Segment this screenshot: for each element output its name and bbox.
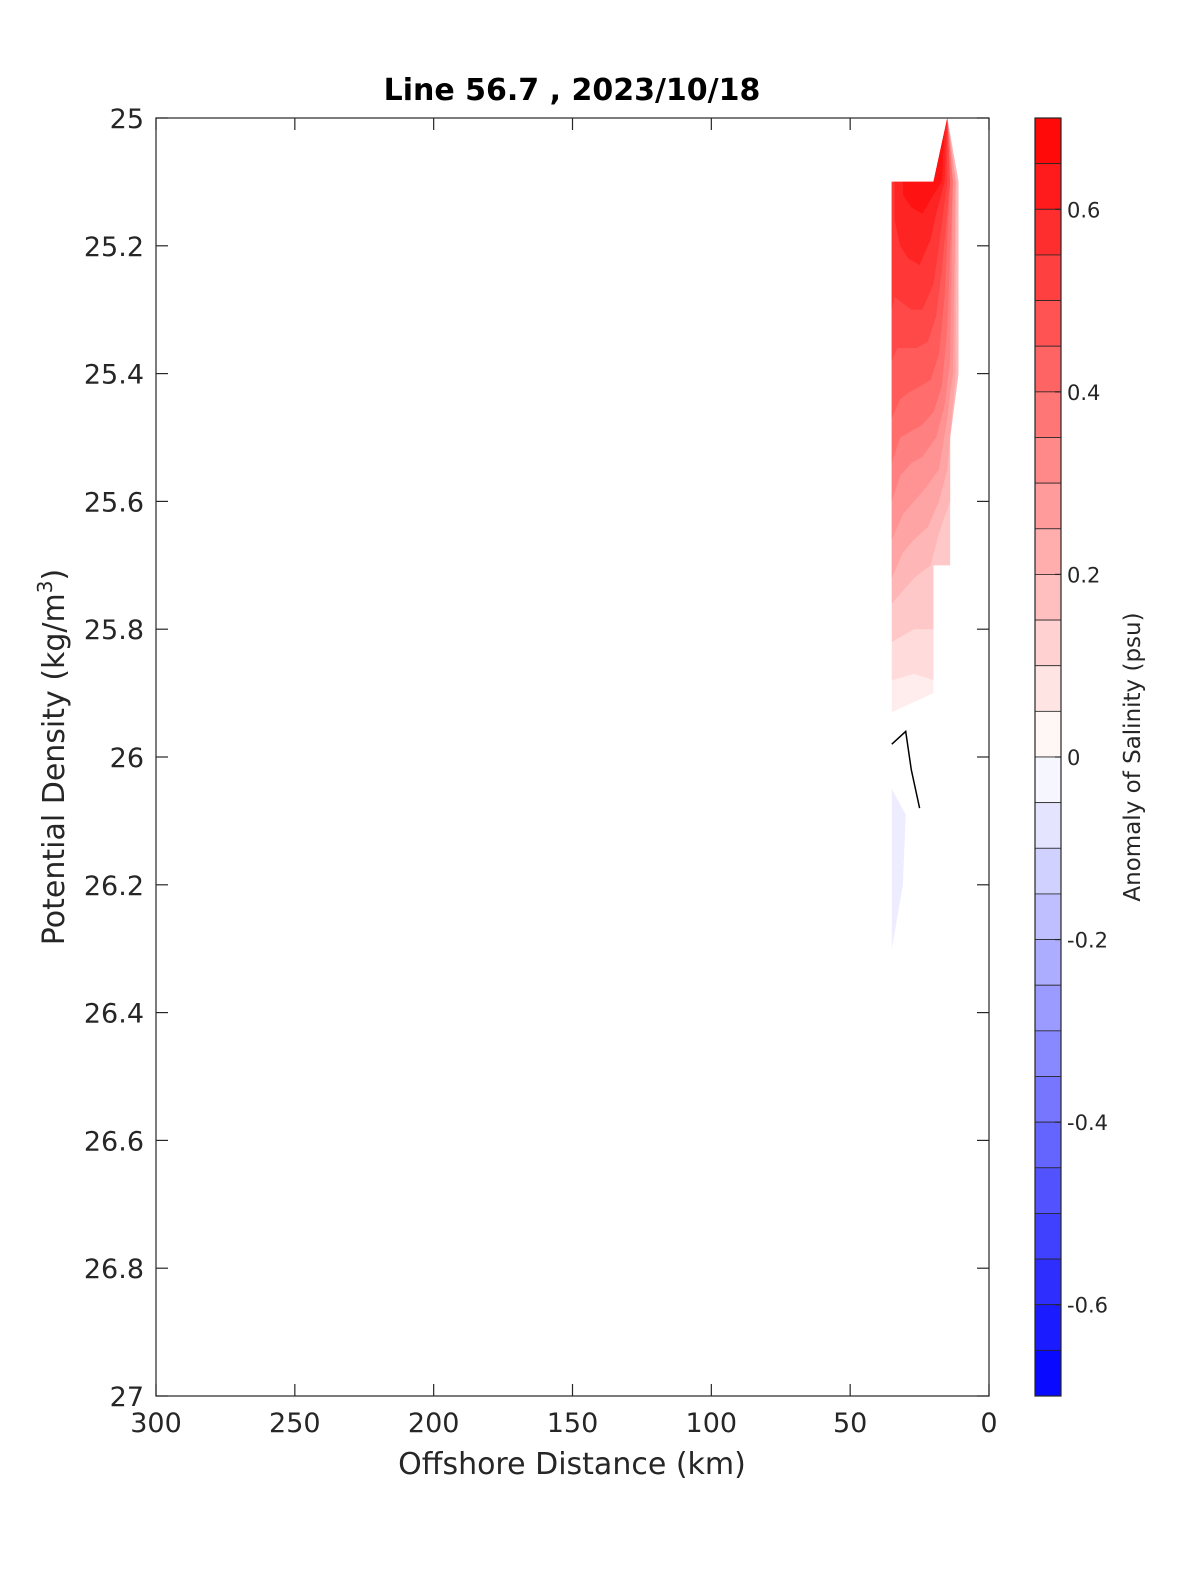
y-tick-label: 25.4 (84, 360, 144, 391)
x-tick-label: 0 (980, 1408, 997, 1439)
colorbar-swatch (1034, 574, 1062, 621)
colorbar-swatch (1034, 437, 1062, 484)
y-tick-label: 25 (110, 104, 144, 135)
colorbar-swatch (1034, 1304, 1062, 1351)
x-axis: 300 250 200 150 100 50 0 (130, 118, 998, 1439)
y-axis-title-end: ) (37, 569, 72, 581)
colorbar-swatch (1034, 665, 1062, 712)
contour-fills (891, 118, 959, 949)
contour-lines (891, 729, 921, 809)
colorbar-title: Anomaly of Salinity (psu) (1120, 612, 1146, 901)
y-tick-label: 26.6 (84, 1126, 144, 1157)
colorbar-swatch (1034, 1349, 1062, 1397)
contour-region-positive-13 (902, 130, 945, 214)
plot-area (156, 118, 989, 1396)
y-tick-label: 26.4 (84, 999, 144, 1030)
y-tick-label: 26.8 (84, 1254, 144, 1285)
colorbar-tick-label: 0.6 (1067, 198, 1100, 222)
y-tick-label: 25.2 (84, 232, 144, 263)
colorbar-swatch (1034, 984, 1062, 1032)
colorbar-swatch (1034, 1121, 1062, 1169)
x-tick-label: 300 (130, 1408, 182, 1439)
x-tick-label: 200 (408, 1408, 460, 1439)
colorbar-swatch (1034, 1167, 1062, 1214)
y-tick-label: 26.2 (84, 871, 144, 902)
y-tick-label: 25.6 (84, 487, 144, 518)
colorbar: 0.6 0.4 0.2 0 -0.2 -0.4 -0.6 (1034, 117, 1108, 1397)
colorbar-swatch (1034, 802, 1062, 849)
y-axis-title-main: Potential Density (kg/m (37, 593, 72, 945)
y-tick-label: 27 (110, 1382, 144, 1413)
colorbar-swatch (1034, 391, 1062, 438)
chart-title: Line 56.7 , 2023/10/18 (384, 73, 761, 108)
colorbar-swatch (1034, 163, 1062, 210)
x-tick-label: 50 (833, 1408, 867, 1439)
colorbar-swatch (1034, 208, 1062, 256)
colorbar-swatch (1034, 756, 1062, 804)
colorbar-swatch (1034, 117, 1062, 165)
y-tick-label: 25.8 (84, 615, 144, 646)
y-tick-label: 26 (110, 743, 144, 774)
colorbar-swatch (1034, 345, 1062, 393)
colorbar-swatch (1034, 482, 1062, 530)
contour-region-negative-14 (891, 789, 906, 949)
colorbar-swatch (1034, 300, 1062, 347)
colorbar-tick-label: 0 (1067, 746, 1080, 770)
colorbar-swatch (1034, 1213, 1062, 1260)
x-tick-label: 250 (269, 1408, 321, 1439)
y-axis: 25 25.2 25.4 25.6 25.8 26 26.2 26.4 26.6 26.8 27 (84, 104, 989, 1413)
colorbar-swatch (1034, 528, 1062, 575)
colorbar-swatch (1034, 254, 1062, 301)
colorbar-tick-label: 0.4 (1067, 381, 1100, 405)
colorbar-tick-label: -0.6 (1067, 1294, 1108, 1318)
colorbar-swatch (1034, 1258, 1062, 1306)
x-axis-title: Offshore Distance (km) (398, 1447, 746, 1482)
y-axis-title-superscript: 3 (33, 580, 57, 593)
colorbar-swatch (1034, 893, 1062, 940)
colorbar-tick-label: -0.2 (1067, 929, 1108, 953)
colorbar-swatch (1034, 710, 1062, 758)
colorbar-tick-label: -0.4 (1067, 1111, 1108, 1135)
colorbar-swatch (1034, 619, 1062, 667)
zero-contour-line (891, 729, 921, 809)
x-tick-label: 150 (547, 1408, 599, 1439)
colorbar-swatch (1034, 939, 1062, 986)
colorbar-swatch (1034, 1030, 1062, 1077)
colorbar-tick-label: 0.2 (1067, 563, 1100, 587)
x-tick-label: 100 (686, 1408, 738, 1439)
colorbar-swatch (1034, 1076, 1062, 1123)
y-axis-title: Potential Density (kg/m3) (33, 569, 72, 945)
colorbar-swatch (1034, 847, 1062, 895)
